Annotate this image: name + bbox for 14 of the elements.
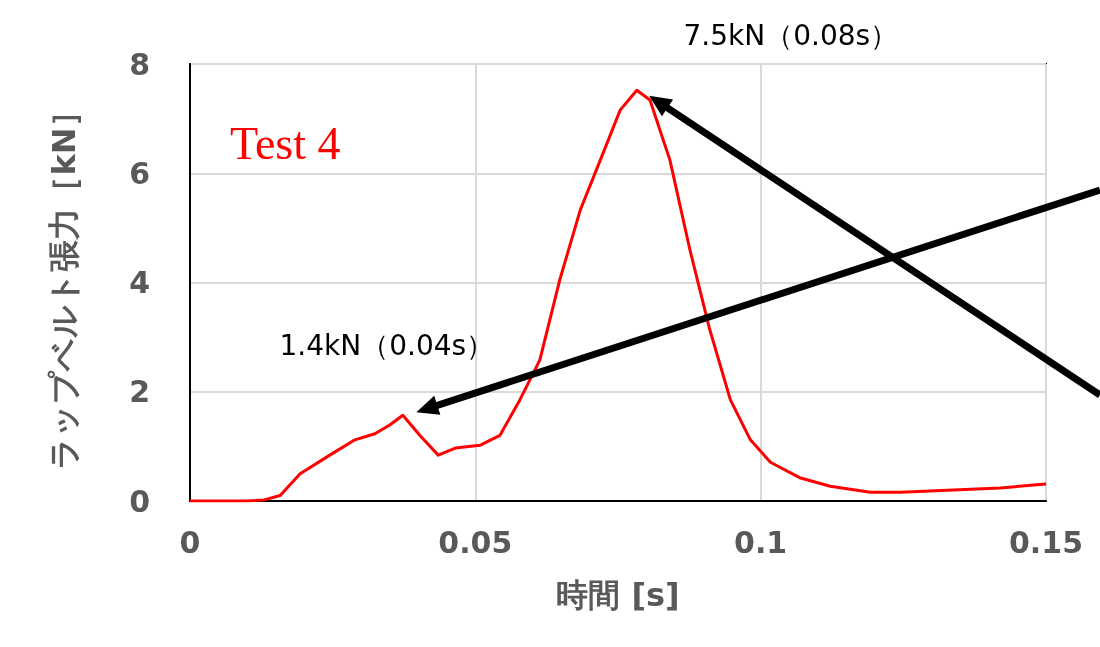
- x-tick-label: 0.05: [438, 524, 513, 560]
- y-tick-label: 0: [129, 483, 150, 519]
- y-tick-label: 8: [129, 46, 150, 82]
- y-tick-label: 6: [129, 155, 150, 191]
- y-axis-title: ラップベルト張力［kN］: [45, 95, 83, 470]
- annotation: Test 4: [230, 117, 341, 169]
- x-tick-label: 0.1: [734, 524, 788, 560]
- x-tick-label: 0: [179, 524, 201, 560]
- x-tick-label: 0.15: [1008, 524, 1084, 560]
- y-tick-label: 4: [129, 265, 150, 300]
- y-tick-label: 2: [129, 374, 150, 410]
- x-axis-title: 時間 [s]: [556, 576, 680, 614]
- annotation: 7.5kN（0.08s）: [683, 18, 899, 52]
- annotation: 1.4kN（0.04s）: [279, 328, 495, 362]
